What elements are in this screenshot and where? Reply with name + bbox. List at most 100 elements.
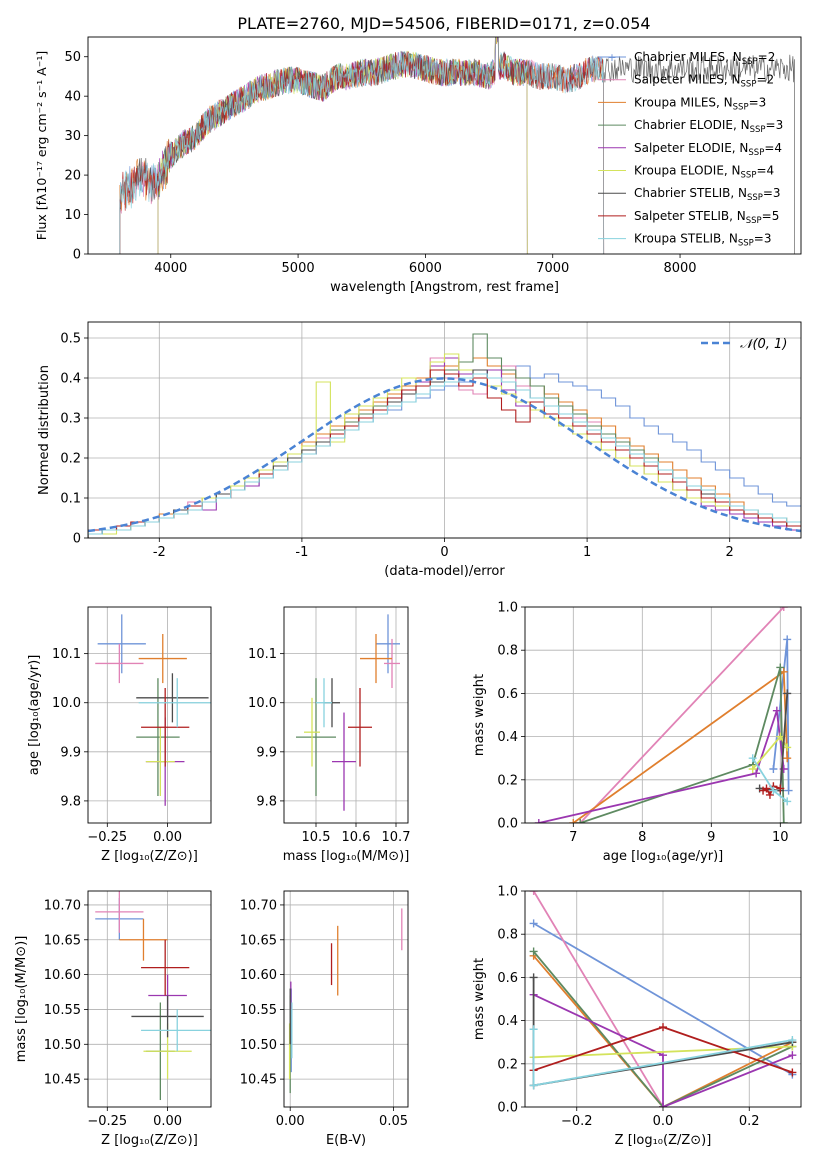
y-tick-label: 0.6	[497, 687, 518, 702]
weight-marker	[783, 635, 792, 644]
figure-title: PLATE=2760, MJD=54506, FIBERID=0171, z=0…	[237, 14, 650, 33]
legend-marker: +	[607, 51, 616, 64]
legend-label: Salpeter MILES, NSSP=2	[634, 73, 774, 90]
weight-series-line	[533, 993, 793, 1107]
weight-marker	[529, 919, 538, 928]
y-tick-label: 40	[64, 90, 81, 105]
weight_vs_age-frame	[524, 606, 802, 824]
x-tick-label: 0.2	[739, 1114, 760, 1129]
x-tick-label: 10.7	[382, 830, 411, 845]
weight-marker	[769, 765, 778, 773]
y-tick-label: 10.0	[248, 696, 277, 711]
y-tick-label: 0.2	[60, 452, 81, 467]
x-tick-label: 0.05	[379, 1114, 408, 1129]
spectrum-ylabel: Flux [fλ10⁻¹⁷ erg cm⁻² s⁻¹ A⁻¹]	[34, 51, 49, 240]
weight-marker	[772, 706, 781, 715]
y-tick-label: 9.8	[60, 794, 81, 809]
y-tick-label: 50	[64, 50, 81, 65]
y-tick-label: 0.5	[60, 332, 81, 347]
y-tick-label: 10.60	[44, 968, 81, 983]
y-tick-label: 0.0	[497, 817, 518, 832]
age_vs_mass-axes: 10.5 10.6 10.7 9.8 9.9 10.0 10.1	[248, 607, 410, 845]
y-tick-label: 10.70	[44, 898, 81, 913]
x-tick-label: -2	[153, 545, 166, 560]
mass_vs_Z-axes: −0.25 0.00 10.45 10.50 10.55 10.60 10.65 10.70	[44, 891, 211, 1129]
weight-marker	[784, 786, 793, 795]
y-tick-label: 9.9	[60, 745, 81, 760]
spectrum-series-line	[119, 37, 605, 254]
spectrum-legend: + Chabrier MILES, NSSP=2 Salpeter MILES, N…	[598, 50, 783, 249]
spectrum-series-line	[119, 37, 605, 254]
y-tick-label: 10.45	[44, 1073, 81, 1088]
y-tick-label: 0	[73, 532, 81, 547]
weight-marker	[788, 1036, 797, 1045]
weight-marker	[769, 786, 778, 795]
legend-label: Kroupa STELIB, NSSP=3	[634, 232, 772, 249]
x-tick-label: 10.6	[342, 830, 371, 845]
spectrum-frame	[87, 36, 802, 255]
x-tick-label: 4000	[154, 261, 187, 276]
mass_vs_Z-points	[95, 891, 211, 1101]
age_vs_Z-xlabel: Z [log₁₀(Z/Z⊙)]	[101, 849, 198, 864]
y-tick-label: 10.70	[240, 898, 277, 913]
spectrum-series-line	[157, 37, 528, 254]
weight-marker	[576, 819, 585, 823]
y-tick-label: 10.60	[240, 968, 277, 983]
y-tick-label: 10.45	[240, 1073, 277, 1088]
gaussian-curve	[88, 377, 801, 533]
x-tick-label: 10.5	[302, 830, 331, 845]
weight-marker	[779, 607, 788, 611]
y-tick-label: 9.8	[256, 794, 277, 809]
weight-marker	[788, 1068, 797, 1077]
legend-label: Chabrier ELODIE, NSSP=3	[634, 118, 783, 135]
weight-marker	[529, 947, 538, 956]
x-tick-label: 8	[638, 830, 646, 845]
x-tick-label: 8000	[663, 261, 696, 276]
y-tick-label: 10.65	[240, 933, 277, 948]
x-tick-label: 6000	[409, 261, 442, 276]
weight-marker	[783, 743, 792, 752]
weight_vs_age-ylabel: mass weight	[472, 674, 487, 756]
age_vs_mass-xlabel: mass [log₁₀(M/M⊙)]	[283, 849, 410, 864]
weight_vs_age-lines	[534, 607, 793, 823]
mass_vs_EBV-xlabel: E(B-V)	[326, 1133, 366, 1148]
age_vs_Z-axes: −0.25 0.00 9.8 9.9 10.0 10.1	[52, 607, 211, 845]
y-tick-label: 0.1	[60, 492, 81, 507]
x-tick-label: −0.25	[87, 1114, 127, 1129]
y-tick-label: 0.4	[497, 1014, 518, 1029]
weight-series-line	[532, 891, 664, 1107]
y-tick-label: 10.65	[44, 933, 81, 948]
weight-marker	[529, 1081, 538, 1090]
weight-marker	[776, 663, 785, 672]
y-tick-label: 9.9	[256, 745, 277, 760]
y-tick-label: 0.8	[497, 928, 518, 943]
y-tick-label: 1.0	[497, 601, 518, 616]
y-tick-label: 0.4	[497, 730, 518, 745]
residuals-xlabel: (data-model)/error	[384, 564, 505, 579]
residual-histograms	[88, 333, 801, 538]
x-tick-label: 0.00	[276, 1114, 305, 1129]
spectrum-series-line	[157, 37, 528, 254]
y-tick-label: 0.6	[497, 971, 518, 986]
weight-marker	[569, 819, 578, 823]
weight_vs_Z-axes: −0.2 0.0 0.2 0.0 0.2 0.4 0.6 0.8 1.0	[497, 885, 801, 1129]
weight_vs_Z-frame	[524, 890, 802, 1108]
legend-label: Kroupa MILES, NSSP=3	[634, 95, 766, 112]
y-tick-label: 0.3	[60, 412, 81, 427]
weight_vs_age-xlabel: age [log₁₀(age/yr)]	[603, 849, 724, 864]
x-tick-label: 0.00	[153, 830, 182, 845]
weight-marker	[659, 1103, 667, 1107]
mass_vs_Z-ylabel: mass [log₁₀(M/M⊙)]	[14, 936, 29, 1063]
weight-marker	[752, 769, 761, 778]
y-tick-label: 0	[73, 248, 81, 263]
y-tick-label: 0.0	[497, 1101, 518, 1116]
x-tick-label: 0.0	[653, 1114, 674, 1129]
y-tick-label: 0.4	[60, 372, 81, 387]
age_vs_mass-points	[296, 614, 400, 811]
weight-marker	[529, 1025, 538, 1034]
y-tick-label: 30	[64, 129, 81, 144]
legend-label: Chabrier STELIB, NSSP=3	[634, 186, 781, 203]
x-tick-label: 0	[440, 545, 448, 560]
legend-label: Salpeter ELODIE, NSSP=4	[634, 141, 782, 158]
